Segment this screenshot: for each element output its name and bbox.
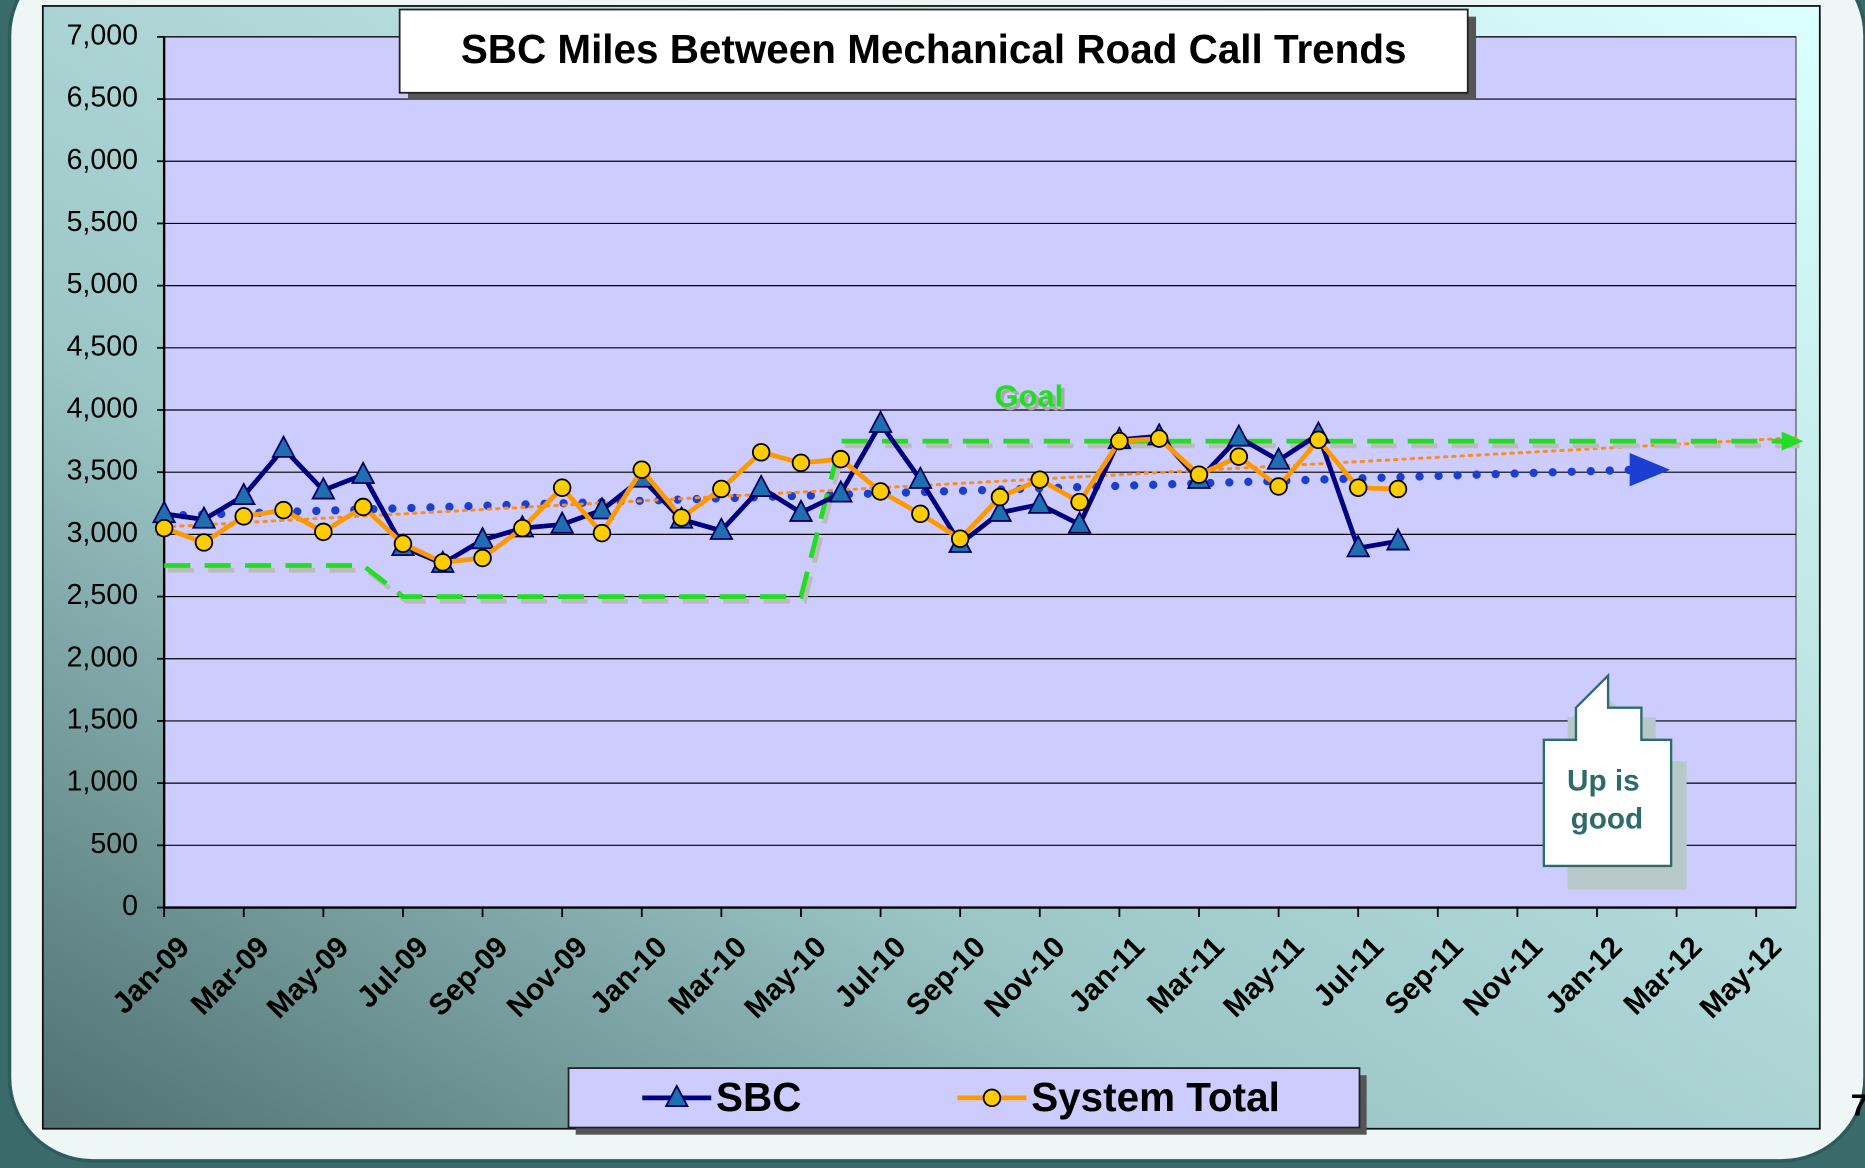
- page-number: 7: [1851, 1088, 1865, 1123]
- marker: [672, 508, 691, 527]
- marker: [274, 500, 293, 520]
- y-tick-label: 1,500: [67, 703, 138, 735]
- marker: [828, 479, 853, 503]
- goal-line: [164, 438, 1797, 599]
- y-tick-label: 1,000: [67, 766, 138, 798]
- callout-arrow: [1542, 672, 1673, 868]
- plot-layer: 0 500 1,000 1,500 2,000 2,500 3,000 3,500 4,000 4…: [67, 19, 1804, 1025]
- marker: [748, 473, 774, 497]
- y-tick-label: 6,500: [67, 82, 138, 114]
- marker: [632, 460, 651, 479]
- title-box: [398, 8, 1469, 94]
- marker: [311, 476, 336, 500]
- marker: [788, 498, 814, 522]
- marker: [1189, 465, 1209, 484]
- marker: [911, 504, 930, 524]
- marker: [393, 534, 413, 553]
- trend-arrowhead: [1629, 453, 1671, 487]
- marker: [1030, 470, 1049, 489]
- marker: [154, 518, 174, 538]
- marker: [871, 482, 890, 501]
- goal-arrowhead: [1781, 431, 1804, 451]
- y-tick-label: 2,500: [67, 579, 138, 611]
- marker: [1346, 534, 1371, 558]
- y-tick-label: 0: [122, 890, 138, 922]
- y-tick-label: 3,500: [67, 455, 138, 487]
- marker: [664, 1084, 689, 1108]
- y-tick-label: 7,000: [67, 19, 138, 51]
- marker: [191, 505, 217, 529]
- goal-label: Goal: [994, 379, 1063, 414]
- marker: [314, 522, 333, 542]
- marker: [592, 523, 612, 543]
- legend-label: SBC: [716, 1074, 801, 1120]
- legend: SBC System Total: [642, 1074, 1280, 1120]
- y-tick-label: 4,000: [67, 393, 138, 425]
- marker: [990, 487, 1010, 507]
- marker: [350, 460, 376, 484]
- marker: [791, 453, 811, 473]
- marker: [1027, 490, 1052, 514]
- callout-text: Up is: [1567, 764, 1640, 797]
- trendline: [159, 465, 1641, 520]
- marker: [1070, 492, 1089, 512]
- marker: [982, 1088, 1002, 1108]
- marker: [1309, 430, 1328, 450]
- marker: [473, 548, 492, 568]
- marker: [1067, 510, 1092, 534]
- marker: [868, 409, 893, 433]
- marker: [470, 526, 495, 550]
- goal-label-shadow: Goal: [998, 382, 1067, 417]
- marker: [751, 443, 771, 462]
- marker: [950, 529, 970, 548]
- y-tick-label: 4,500: [67, 330, 138, 362]
- marker: [987, 498, 1013, 522]
- marker: [589, 496, 615, 520]
- marker: [1385, 527, 1411, 551]
- marker: [1110, 431, 1129, 451]
- y-tick-label: 500: [90, 828, 138, 860]
- marker: [194, 533, 214, 552]
- marker: [231, 482, 256, 506]
- marker: [712, 479, 731, 499]
- marker: [908, 465, 933, 489]
- marker: [1266, 446, 1291, 470]
- goal-shadow: [167, 443, 1800, 604]
- marker: [234, 507, 253, 526]
- marker: [549, 510, 575, 534]
- marker: [1149, 429, 1169, 448]
- marker: [1388, 479, 1408, 499]
- y-tick-label: 2,000: [67, 641, 138, 673]
- y-tick-label: 5,500: [67, 206, 138, 238]
- marker: [271, 434, 296, 458]
- marker: [1226, 423, 1251, 447]
- marker: [709, 516, 734, 540]
- marker: [1269, 477, 1288, 496]
- marker: [513, 518, 532, 538]
- marker: [831, 449, 850, 469]
- trendline: [162, 436, 1798, 529]
- y-tick-label: 5,000: [67, 268, 138, 300]
- marker: [1348, 478, 1368, 497]
- legend-label: System Total: [1031, 1074, 1280, 1120]
- chart-title: SBC Miles Between Mechanical Road Call T…: [461, 26, 1407, 72]
- y-tick-label: 6,000: [67, 144, 138, 176]
- marker: [1229, 447, 1249, 466]
- marker: [433, 553, 452, 572]
- marker: [552, 478, 572, 497]
- marker: [353, 497, 373, 517]
- y-tick-label: 3,000: [67, 517, 138, 549]
- callout-text: good: [1571, 803, 1644, 836]
